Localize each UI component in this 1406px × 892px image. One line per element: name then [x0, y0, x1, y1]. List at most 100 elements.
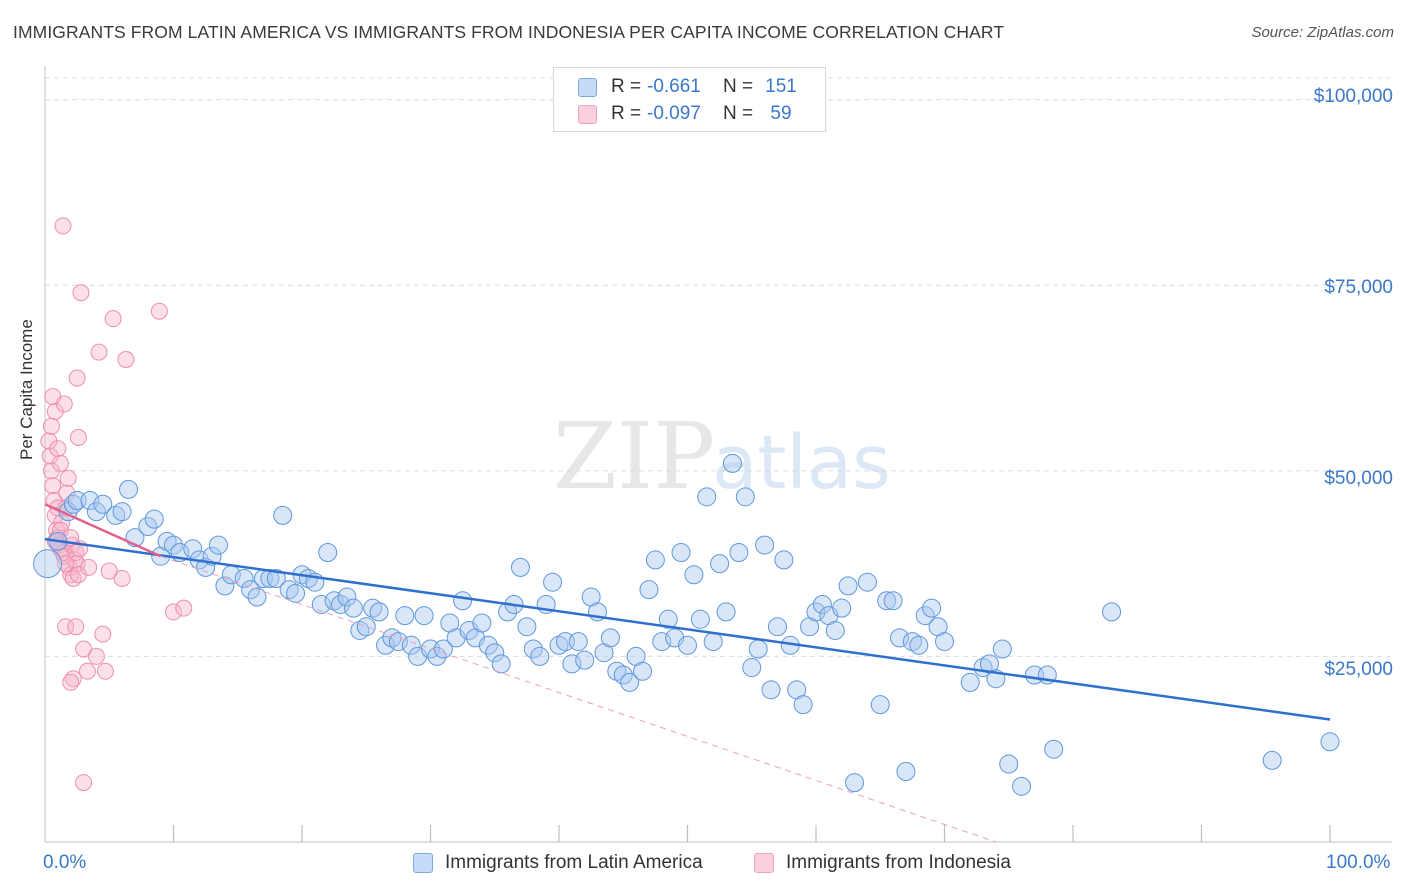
point-latin-america	[369, 602, 389, 622]
point-latin-america	[331, 594, 351, 614]
point-latin-america	[896, 761, 916, 781]
point-latin-america	[1320, 732, 1340, 752]
point-latin-america	[703, 632, 723, 652]
point-indonesia	[42, 462, 60, 480]
point-indonesia	[104, 310, 122, 328]
point-latin-america	[33, 549, 63, 579]
point-indonesia	[94, 625, 112, 643]
point-latin-america	[433, 639, 453, 659]
legend-r-value: -0.097	[647, 103, 701, 124]
point-latin-america	[633, 661, 653, 681]
point-latin-america	[568, 632, 588, 652]
point-indonesia	[117, 351, 135, 368]
point-latin-america	[748, 639, 768, 659]
point-latin-america	[363, 598, 383, 618]
point-latin-america	[388, 632, 408, 652]
point-latin-america	[279, 580, 299, 600]
trend-latin-america	[44, 537, 1331, 721]
point-indonesia	[58, 484, 76, 502]
point-latin-america	[575, 650, 595, 670]
point-latin-america	[915, 606, 935, 626]
point-latin-america	[485, 643, 505, 663]
point-latin-america	[857, 572, 877, 592]
point-latin-america	[562, 654, 582, 674]
point-latin-america	[870, 695, 890, 715]
point-latin-america	[337, 587, 357, 607]
point-latin-america	[755, 535, 775, 555]
point-latin-america	[774, 550, 794, 570]
legend-item-indonesia[interactable]: Immigrants from Indonesia	[754, 852, 1011, 874]
point-latin-america	[343, 598, 363, 618]
point-latin-america	[671, 543, 691, 562]
point-latin-america	[613, 665, 633, 685]
point-latin-america	[376, 635, 396, 655]
point-latin-america	[1012, 776, 1032, 796]
point-latin-america	[215, 576, 235, 596]
point-latin-america	[1262, 750, 1282, 770]
trend-indonesia-solid	[44, 503, 162, 558]
point-latin-america	[838, 576, 858, 596]
point-latin-america	[652, 632, 672, 652]
point-indonesia	[57, 555, 75, 573]
point-latin-america	[806, 602, 826, 622]
point-latin-america	[234, 568, 254, 588]
point-latin-america	[472, 613, 492, 633]
legend-n-label: N =	[723, 103, 754, 124]
point-latin-america	[106, 505, 126, 525]
point-latin-america	[722, 453, 742, 473]
y-tick-label-100000: $100,000	[1313, 86, 1393, 107]
axes	[44, 66, 1392, 843]
correlation-legend: R = -0.661 N = 151 R = -0.097 N = 59	[553, 67, 826, 132]
point-indonesia	[57, 618, 75, 636]
point-indonesia	[51, 454, 69, 472]
point-indonesia	[90, 343, 108, 361]
point-indonesia	[150, 302, 168, 320]
point-latin-america	[183, 539, 203, 559]
point-latin-america	[761, 680, 781, 700]
point-latin-america	[414, 606, 434, 626]
point-latin-america	[273, 505, 293, 525]
point-latin-america	[543, 572, 563, 592]
point-latin-america	[607, 661, 627, 681]
legend-r-label: R =	[611, 103, 642, 124]
point-latin-america	[523, 639, 543, 659]
point-latin-america	[767, 617, 787, 637]
point-indonesia	[40, 432, 58, 450]
point-latin-america	[144, 509, 164, 529]
watermark-zip: ZIP	[553, 403, 715, 510]
point-latin-america	[620, 672, 640, 692]
point-latin-america	[395, 606, 415, 626]
point-latin-america	[382, 628, 402, 648]
legend-r-label: R =	[611, 76, 642, 97]
point-latin-america	[922, 598, 942, 618]
point-indonesia	[67, 618, 85, 636]
legend-n-label: N =	[723, 76, 754, 97]
x-min-label: 0.0%	[43, 852, 87, 873]
point-latin-america	[549, 635, 569, 655]
point-latin-america	[157, 531, 177, 551]
point-latin-america	[812, 594, 832, 614]
chart-title: IMMIGRANTS FROM LATIN AMERICA VS IMMIGRA…	[13, 22, 1005, 42]
point-indonesia	[69, 428, 87, 446]
point-indonesia	[55, 395, 73, 413]
point-latin-america	[427, 646, 447, 666]
x-max-label: 100.0%	[1326, 852, 1391, 873]
point-indonesia	[72, 284, 90, 302]
point-latin-america	[530, 646, 550, 666]
point-indonesia	[68, 369, 86, 387]
point-latin-america	[890, 628, 910, 648]
point-indonesia	[87, 647, 105, 665]
point-latin-america	[883, 591, 903, 611]
point-latin-america	[138, 517, 158, 537]
legend-item-latin-america[interactable]: Immigrants from Latin America	[413, 852, 703, 874]
legend-swatch-indonesia	[754, 853, 774, 873]
point-indonesia	[46, 402, 64, 420]
trend-lines	[44, 503, 1331, 843]
point-latin-america	[93, 494, 113, 514]
series-legend: Immigrants from Latin America Immigrants…	[0, 852, 1406, 878]
source-label: Source: ZipAtlas.com	[1251, 24, 1394, 41]
legend-row-latin-america: R = -0.661 N = 151	[578, 75, 801, 99]
point-latin-america	[992, 639, 1012, 659]
point-latin-america	[510, 557, 530, 577]
point-latin-america	[318, 543, 338, 562]
